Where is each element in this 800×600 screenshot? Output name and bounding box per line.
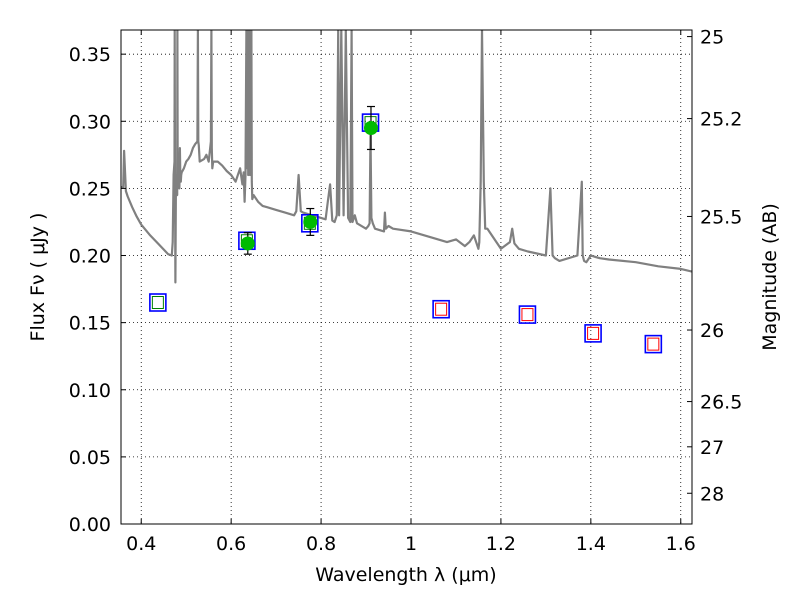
y-tick-label: 0.35 — [69, 44, 111, 66]
y-right-tick-label: 26.5 — [700, 392, 742, 414]
measured-point — [363, 120, 378, 135]
plot-area — [121, 30, 692, 354]
y-right-tick-label: 28 — [700, 483, 724, 505]
photometry-square-outer — [432, 299, 450, 319]
y-tick-label: 0.00 — [69, 514, 111, 536]
grid-lines — [121, 30, 692, 525]
y-tick-label: 0.05 — [69, 447, 111, 469]
x-axis-label: Wavelength λ (μm) — [315, 564, 496, 586]
photometry-square-inner — [587, 326, 600, 340]
y-tick-label: 0.20 — [69, 246, 111, 268]
photometry-square-inner — [521, 308, 534, 322]
y-tick-label: 0.10 — [69, 380, 111, 402]
photometry-square-inner — [435, 302, 448, 316]
photometry-square-inner — [151, 296, 164, 310]
measured-point — [303, 214, 318, 229]
photometry-square-outer — [584, 324, 602, 343]
y-right-tick-label: 27 — [700, 437, 724, 459]
photometry-square-outer — [644, 334, 663, 354]
x-tick-label: 1.6 — [666, 533, 696, 555]
measured-point — [240, 236, 255, 251]
y-right-tick-label: 26 — [700, 320, 724, 342]
photometry-square-inner — [647, 337, 660, 351]
photometry-square-outer — [518, 305, 537, 324]
x-tick-label: 0.4 — [126, 533, 156, 555]
model-spectrum-line — [121, 30, 692, 284]
y-axis-right-label: Magnitude (AB) — [759, 203, 781, 351]
y-tick-label: 0.30 — [69, 111, 111, 133]
photometry-square-outer — [149, 293, 167, 312]
y-right-tick-label: 25.2 — [700, 109, 742, 131]
x-tick-label: 1.4 — [576, 533, 606, 555]
x-tick-label: 0.6 — [216, 533, 246, 555]
y-tick-label: 0.25 — [69, 178, 111, 200]
plot-frame — [120, 29, 693, 525]
y-right-tick-label: 25 — [700, 27, 724, 49]
x-tick-label: 1 — [405, 533, 417, 555]
x-tick-label: 0.8 — [306, 533, 336, 555]
x-tick-label: 1.2 — [486, 533, 516, 555]
y-right-tick-label: 25.5 — [700, 206, 742, 228]
y-axis-label: Flux Fν ( μJy ) — [27, 213, 49, 342]
axes: 0.4 0.6 0.8 1 1.2 1.4 1.6 0.00 0.05 0.10 0.15 0.20 0… — [69, 27, 743, 555]
y-tick-label: 0.15 — [69, 313, 111, 335]
